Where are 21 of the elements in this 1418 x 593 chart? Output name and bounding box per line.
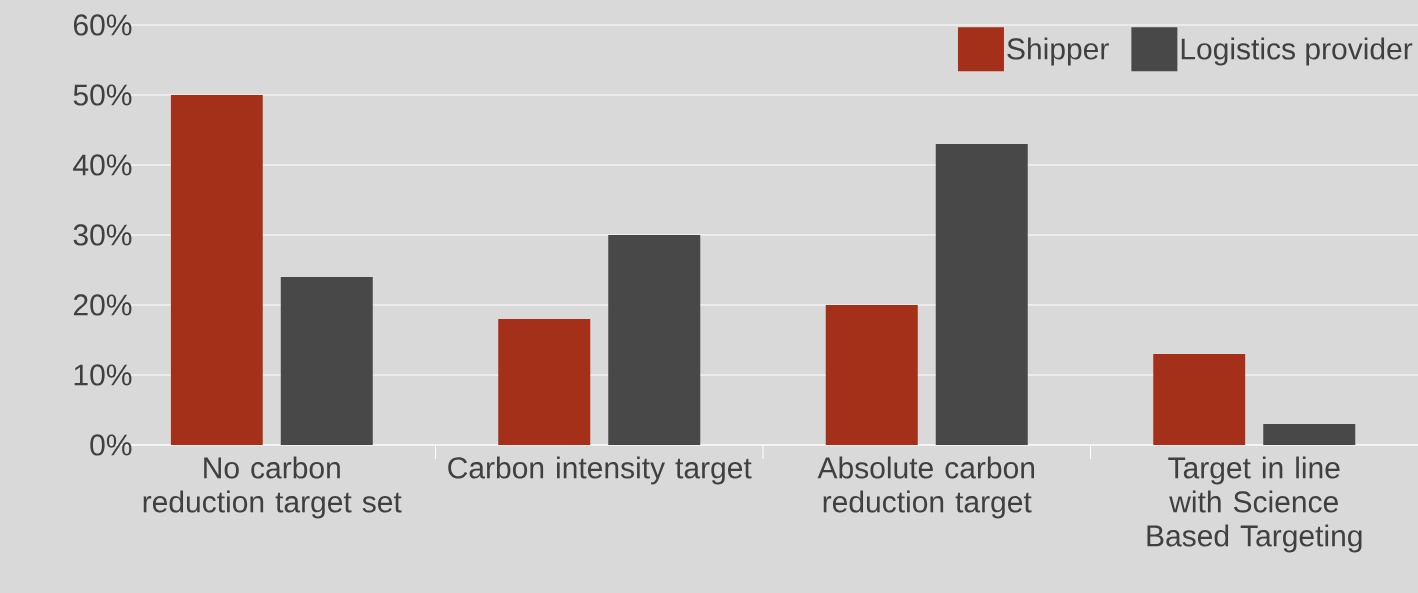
x-tick-label: Carbon intensity target <box>448 456 752 485</box>
y-tick-label: 40% <box>73 154 132 176</box>
y-tick-label: 0% <box>90 434 132 456</box>
y-tick-label: 10% <box>74 364 132 386</box>
y-tick-label: 20% <box>73 294 132 316</box>
legend-label: Logistics provider <box>1181 37 1413 66</box>
bar <box>498 318 591 445</box>
bar <box>608 234 701 445</box>
bar <box>1153 353 1246 445</box>
x-tick-label: Absolute carbon reduction target <box>817 456 1035 519</box>
y-tick-label: 30% <box>73 224 132 246</box>
x-tick-label: Target in line with Science Based Targeting <box>1147 456 1362 553</box>
y-tick-label: 60% <box>73 14 132 36</box>
bar <box>170 94 263 445</box>
y-tick-label: 50% <box>73 84 132 106</box>
bar <box>280 276 373 445</box>
bar <box>935 143 1028 445</box>
bar <box>825 304 918 445</box>
legend-label: Shipper <box>1007 37 1109 66</box>
bar <box>1263 423 1356 445</box>
x-tick-label: No carbon reduction target set <box>143 456 402 519</box>
